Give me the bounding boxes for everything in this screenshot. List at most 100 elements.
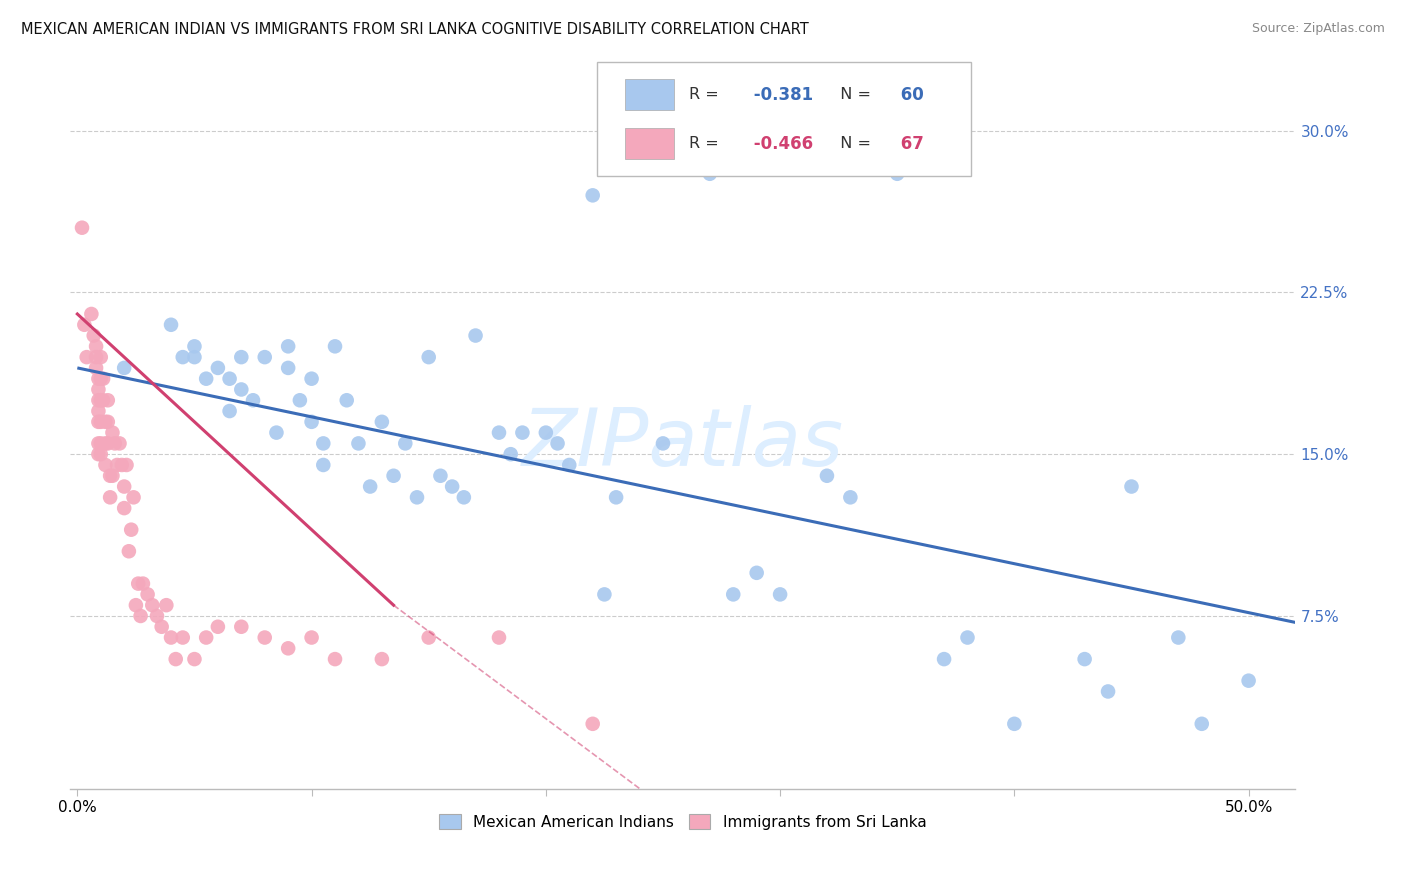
Point: [101, 468, 124, 483]
Point: [146, 609, 169, 624]
Point: [1237, 673, 1260, 688]
Point: [118, 544, 141, 558]
Point: [136, 587, 159, 601]
Point: [301, 415, 323, 429]
Point: [76, 350, 98, 364]
Point: [499, 447, 522, 461]
Point: [312, 436, 335, 450]
Point: [183, 339, 205, 353]
Point: [90, 393, 112, 408]
Point: [371, 652, 394, 666]
Point: [112, 360, 135, 375]
Point: [112, 501, 135, 516]
Point: [347, 436, 370, 450]
Point: [336, 393, 359, 408]
Point: [160, 318, 183, 332]
Point: [97, 393, 120, 408]
Point: [1002, 716, 1025, 731]
Point: [582, 188, 605, 202]
Text: 67: 67: [894, 135, 924, 153]
Point: [83, 328, 105, 343]
Point: [323, 339, 346, 353]
Point: [231, 383, 253, 397]
Point: [195, 372, 218, 386]
Point: [172, 350, 194, 364]
Point: [150, 620, 173, 634]
Point: [111, 458, 134, 472]
Text: R =: R =: [689, 136, 724, 152]
Point: [558, 458, 581, 472]
Point: [429, 468, 451, 483]
Point: [98, 468, 121, 483]
Point: [207, 360, 229, 375]
Text: -0.466: -0.466: [748, 135, 813, 153]
Point: [195, 631, 218, 645]
Point: [418, 350, 440, 364]
Point: [312, 458, 335, 472]
Point: [98, 491, 121, 505]
Point: [1073, 652, 1095, 666]
Point: [242, 393, 264, 408]
Point: [91, 393, 114, 408]
Point: [839, 491, 862, 505]
Point: [371, 415, 394, 429]
Point: [90, 436, 112, 450]
Point: [769, 587, 792, 601]
Point: [218, 404, 240, 418]
Point: [87, 447, 110, 461]
Legend: Mexican American Indians, Immigrants from Sri Lanka: Mexican American Indians, Immigrants fro…: [433, 808, 932, 836]
Point: [94, 458, 117, 472]
Point: [87, 436, 110, 450]
Point: [464, 328, 486, 343]
Point: [90, 350, 112, 364]
Point: [745, 566, 768, 580]
Point: [207, 620, 229, 634]
Point: [101, 425, 124, 440]
Point: [277, 360, 299, 375]
Point: [266, 425, 288, 440]
Point: [231, 350, 253, 364]
Point: [441, 479, 464, 493]
Text: Source: ZipAtlas.com: Source: ZipAtlas.com: [1251, 22, 1385, 36]
Point: [155, 598, 177, 612]
Point: [418, 631, 440, 645]
Point: [488, 425, 510, 440]
Point: [80, 307, 103, 321]
Point: [253, 631, 276, 645]
Point: [453, 491, 475, 505]
Point: [323, 652, 346, 666]
Point: [253, 350, 276, 364]
Text: R =: R =: [689, 87, 724, 103]
Point: [699, 167, 721, 181]
Text: N =: N =: [830, 136, 876, 152]
Point: [127, 576, 149, 591]
Point: [593, 587, 616, 601]
Point: [141, 598, 163, 612]
Point: [406, 491, 429, 505]
Point: [73, 318, 96, 332]
Point: [160, 631, 183, 645]
Point: [87, 383, 110, 397]
Point: [183, 652, 205, 666]
Point: [91, 372, 114, 386]
Point: [956, 631, 979, 645]
Point: [288, 393, 311, 408]
Point: [231, 620, 253, 634]
Point: [582, 716, 605, 731]
Point: [172, 631, 194, 645]
Point: [122, 491, 145, 505]
Point: [104, 436, 127, 450]
Text: -0.381: -0.381: [748, 86, 813, 103]
Point: [87, 415, 110, 429]
Point: [301, 631, 323, 645]
Point: [382, 468, 405, 483]
Point: [125, 598, 148, 612]
Point: [277, 641, 299, 656]
FancyBboxPatch shape: [626, 128, 675, 160]
Point: [94, 415, 117, 429]
Point: [932, 652, 955, 666]
Point: [90, 447, 112, 461]
Point: [218, 372, 240, 386]
Point: [815, 468, 838, 483]
Point: [488, 631, 510, 645]
